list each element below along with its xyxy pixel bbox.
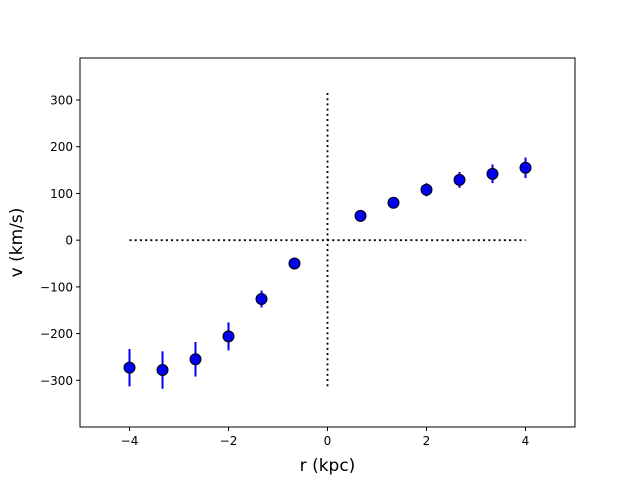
x-tick-label-3: 2 (423, 434, 431, 448)
data-point-11 (519, 161, 532, 174)
plot-area-background (80, 58, 575, 427)
data-point-0 (123, 361, 136, 374)
y-tick-label-6: 300 (50, 94, 73, 108)
data-point-9 (453, 173, 466, 186)
data-point-8 (420, 183, 433, 196)
y-tick-label-2: −100 (40, 280, 73, 294)
y-tick-label-4: 100 (50, 187, 73, 201)
y-tick-label-1: −200 (40, 327, 73, 341)
data-point-10 (486, 167, 499, 180)
data-point-7 (387, 196, 400, 209)
x-tick-label-4: 4 (522, 434, 530, 448)
data-point-5 (288, 257, 301, 270)
x-tick-label-2: 0 (324, 434, 332, 448)
data-point-2 (189, 353, 202, 366)
data-markers (123, 161, 532, 377)
y-tick-label-0: −300 (40, 374, 73, 388)
data-point-3 (222, 330, 235, 343)
x-tick-label-0: −4 (121, 434, 139, 448)
data-point-1 (156, 364, 169, 377)
y-axis-label: v (km/s) (7, 208, 27, 278)
x-tick-label-1: −2 (220, 434, 238, 448)
x-axis-label: r (kpc) (300, 456, 356, 476)
x-axis-ticks: −4 −2 0 2 4 (121, 427, 530, 448)
y-tick-label-5: 200 (50, 140, 73, 154)
y-tick-label-3: 0 (65, 234, 73, 248)
data-point-6 (354, 209, 367, 222)
y-axis-ticks: −300 −200 −100 0 100 200 300 (40, 94, 80, 388)
data-point-4 (255, 293, 268, 306)
reference-lines (129, 93, 526, 388)
